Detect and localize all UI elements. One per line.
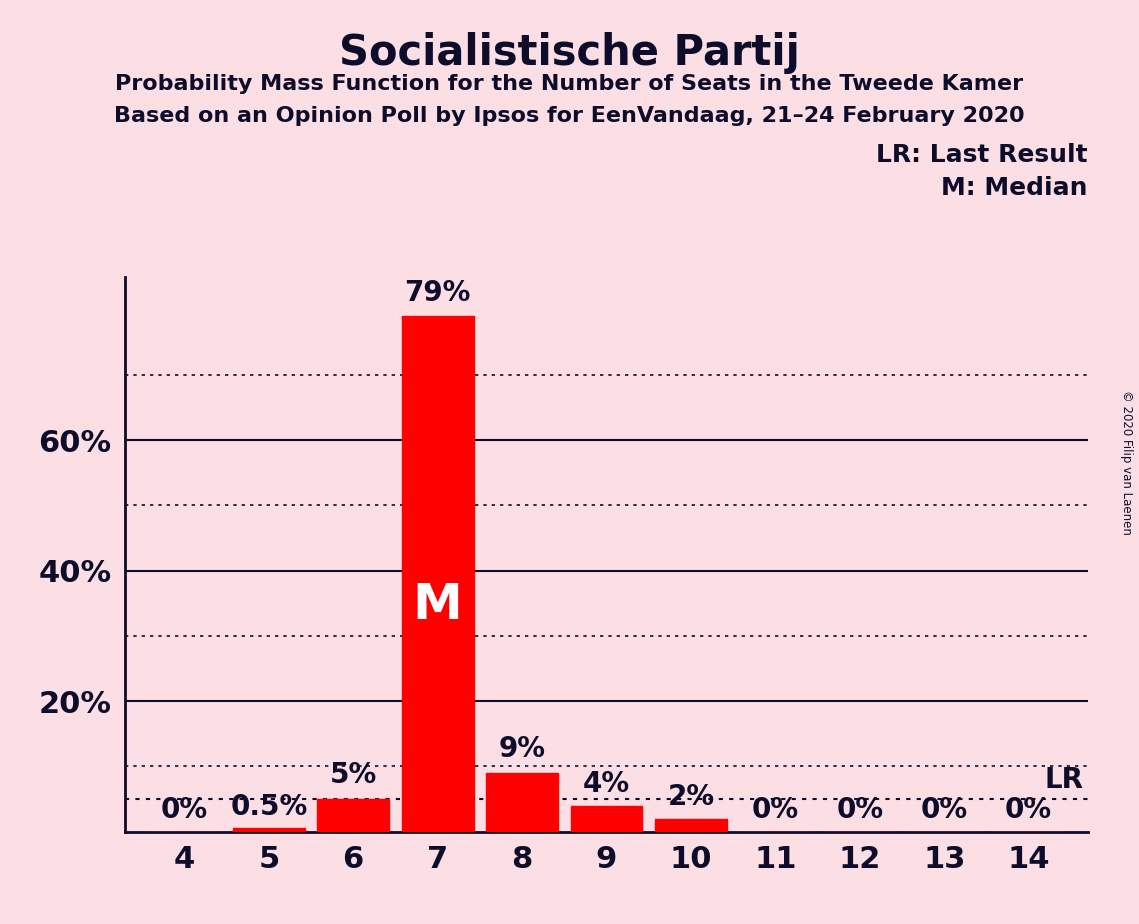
Text: 0%: 0%: [752, 796, 798, 824]
Text: 0%: 0%: [920, 796, 968, 824]
Text: 5%: 5%: [329, 761, 377, 789]
Text: 0%: 0%: [161, 796, 208, 824]
Text: © 2020 Filip van Laenen: © 2020 Filip van Laenen: [1121, 390, 1133, 534]
Bar: [486, 772, 558, 832]
Text: 0%: 0%: [836, 796, 884, 824]
Text: 79%: 79%: [404, 278, 470, 307]
Text: M: M: [412, 581, 462, 629]
Text: LR: LR: [1044, 766, 1083, 794]
Bar: [233, 828, 305, 832]
Text: Socialistische Partij: Socialistische Partij: [339, 32, 800, 74]
Text: M: Median: M: Median: [941, 176, 1088, 200]
Bar: [571, 806, 642, 832]
Text: 0%: 0%: [1005, 796, 1052, 824]
Bar: [318, 799, 390, 832]
Text: Based on an Opinion Poll by Ipsos for EenVandaag, 21–24 February 2020: Based on an Opinion Poll by Ipsos for Ee…: [114, 106, 1025, 127]
Text: 9%: 9%: [499, 736, 546, 763]
Bar: [655, 819, 727, 832]
Text: 2%: 2%: [667, 783, 714, 810]
Bar: [402, 316, 474, 832]
Text: Probability Mass Function for the Number of Seats in the Tweede Kamer: Probability Mass Function for the Number…: [115, 74, 1024, 94]
Text: 4%: 4%: [583, 770, 630, 797]
Text: LR: Last Result: LR: Last Result: [876, 143, 1088, 167]
Text: 0.5%: 0.5%: [230, 793, 308, 821]
